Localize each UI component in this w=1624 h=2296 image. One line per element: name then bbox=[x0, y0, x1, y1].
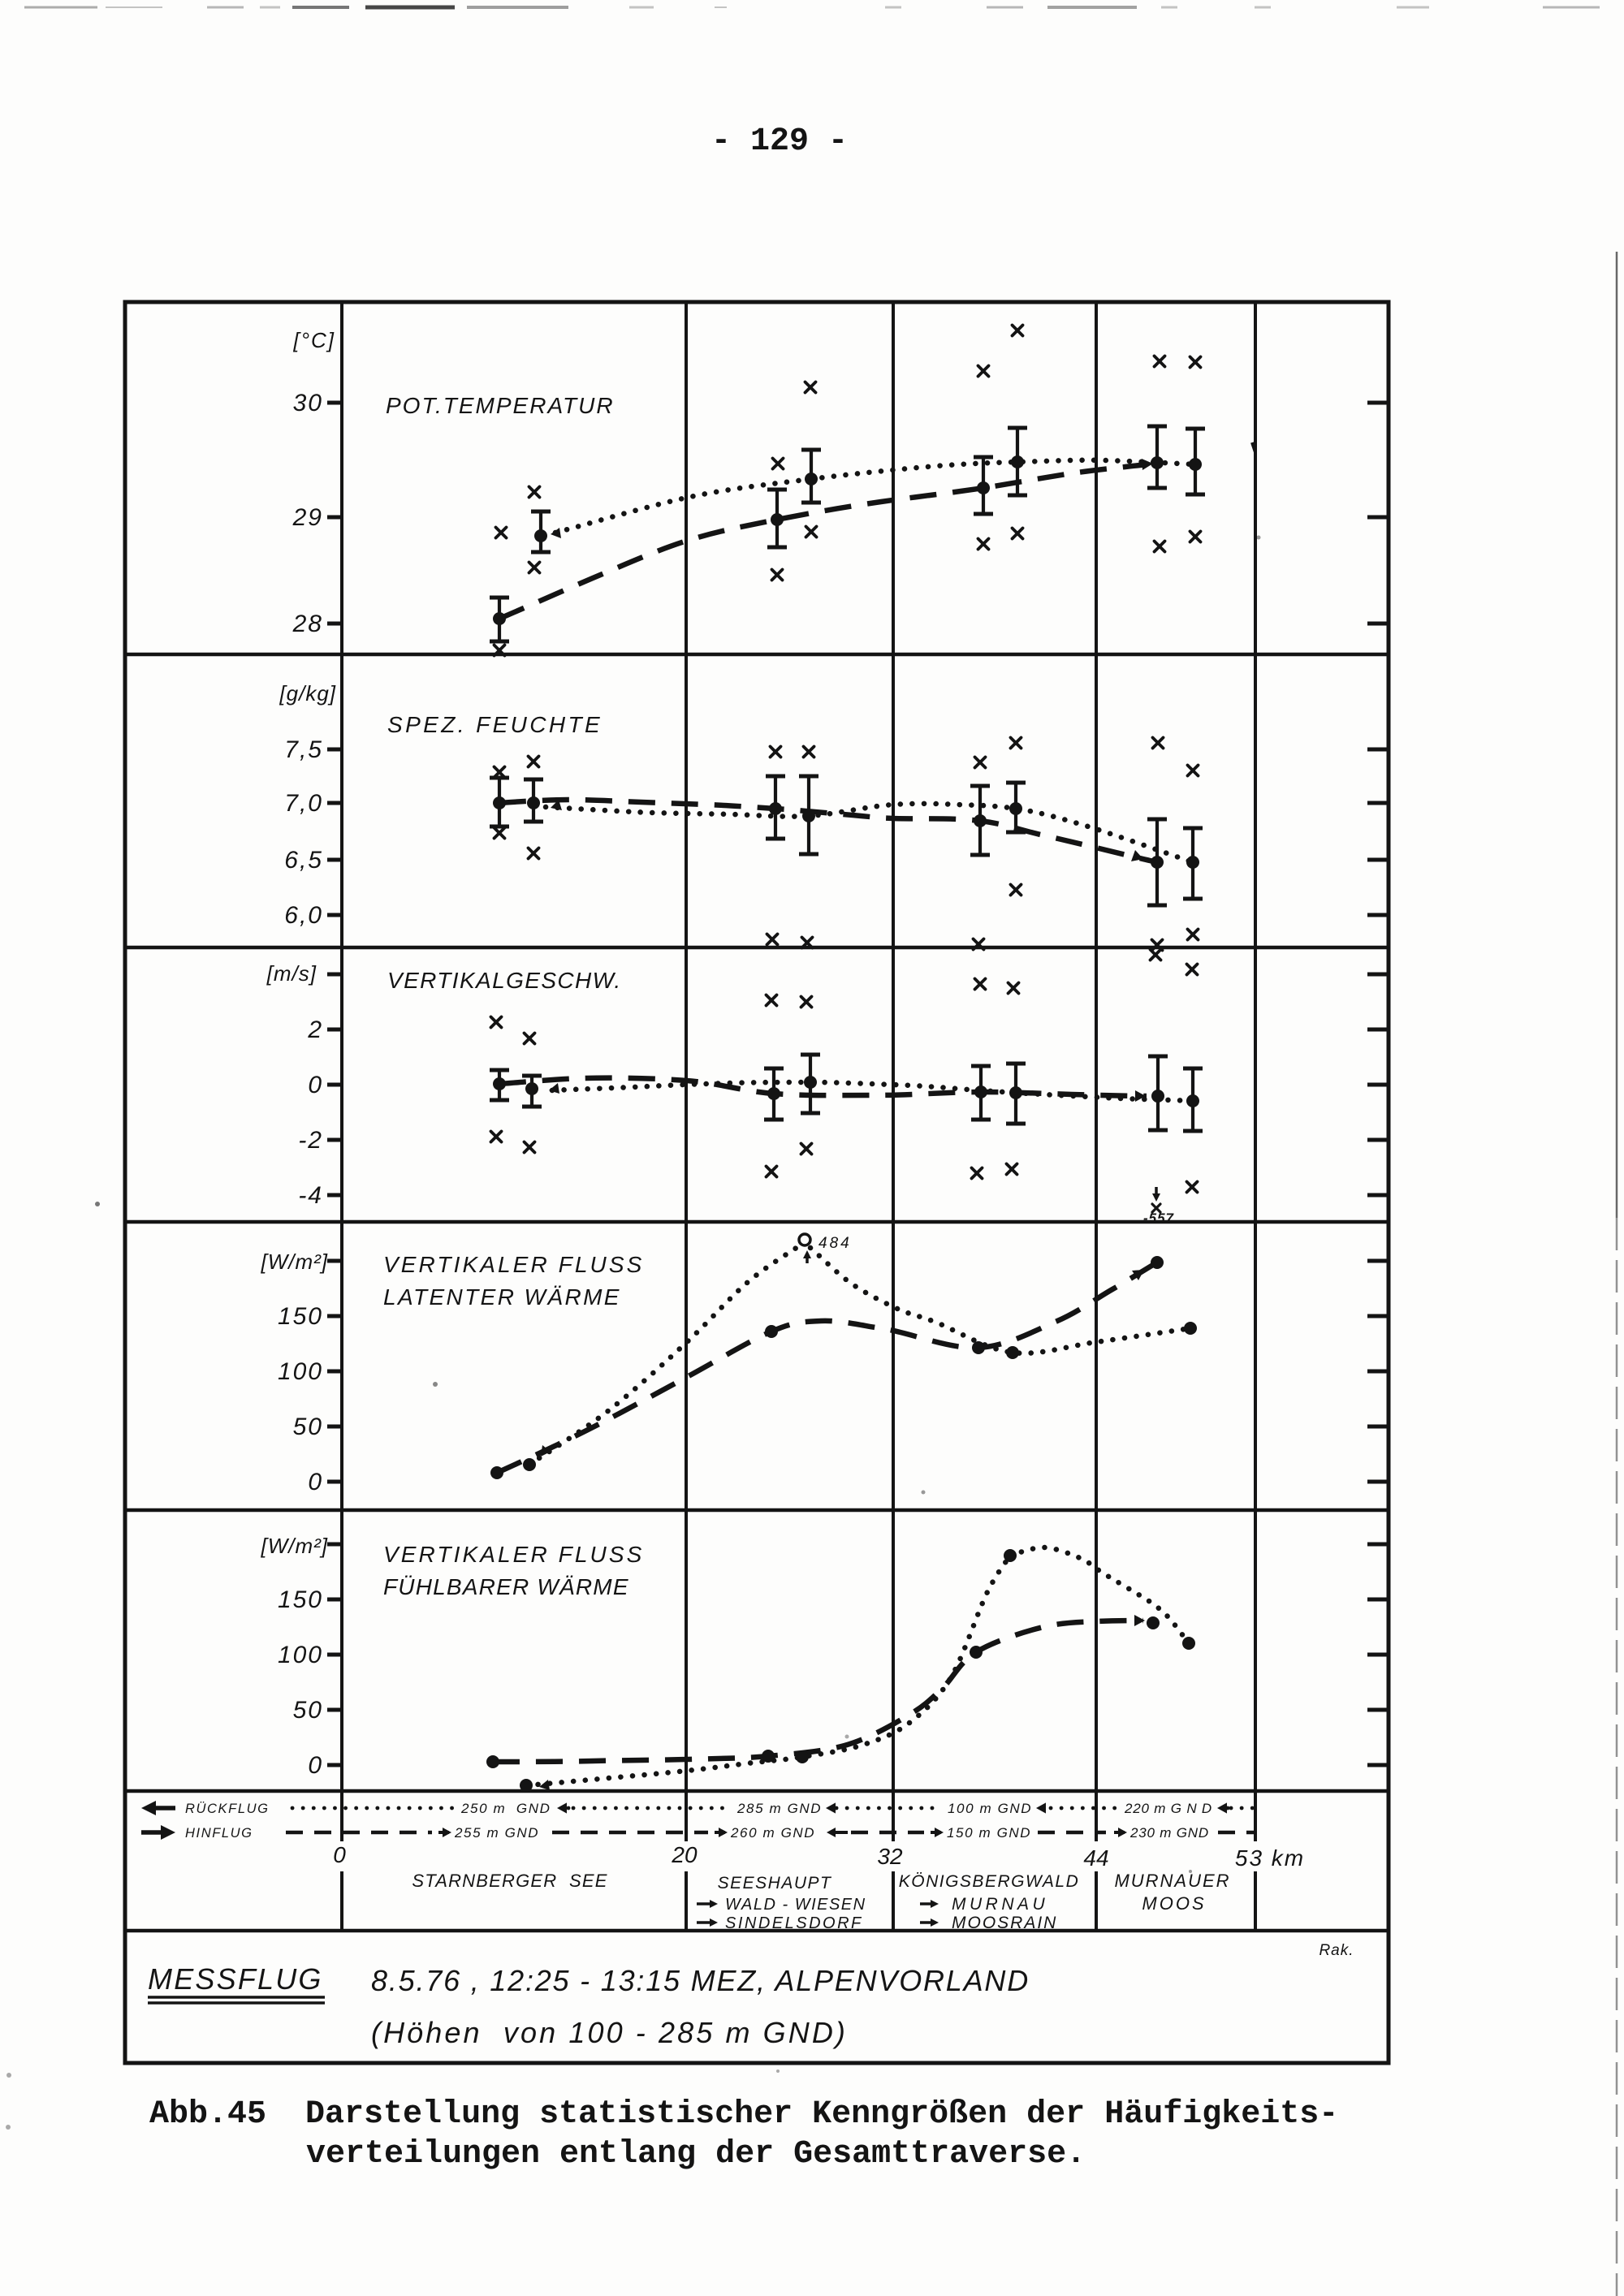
svg-text:220 m G N D: 220 m G N D bbox=[1124, 1801, 1212, 1816]
svg-text:29: 29 bbox=[292, 504, 323, 531]
svg-text:(Höhen von 100 - 285 m GND): (Höhen von 100 - 285 m GND) bbox=[371, 2016, 848, 2049]
svg-text:8.5.76 , 12:25 - 13:15 MEZ, AL: 8.5.76 , 12:25 - 13:15 MEZ, ALPENVORLAND bbox=[371, 1964, 1030, 1997]
svg-text:MOOSRAIN: MOOSRAIN bbox=[952, 1914, 1057, 1932]
svg-text:484: 484 bbox=[818, 1235, 852, 1252]
svg-text:150: 150 bbox=[278, 1586, 323, 1613]
svg-text:WALD - WIESEN: WALD - WIESEN bbox=[725, 1896, 866, 1914]
svg-text:100: 100 bbox=[278, 1642, 323, 1668]
svg-text:Abb.45 Darstellung statistisc: Abb.45 Darstellung statistischer Kenngrö… bbox=[149, 2096, 1338, 2133]
svg-text:-557: -557 bbox=[1143, 1211, 1175, 1226]
svg-text:Rak.: Rak. bbox=[1319, 1942, 1354, 1959]
svg-text:SPEZ. FEUCHTE: SPEZ. FEUCHTE bbox=[387, 712, 603, 737]
svg-text:7,5: 7,5 bbox=[284, 736, 323, 763]
svg-text:53 km: 53 km bbox=[1235, 1845, 1305, 1871]
svg-text:0: 0 bbox=[308, 1072, 323, 1098]
svg-text:HINFLUG: HINFLUG bbox=[185, 1826, 253, 1841]
svg-text:2: 2 bbox=[307, 1016, 323, 1043]
svg-text:POT.TEMPERATUR: POT.TEMPERATUR bbox=[386, 393, 615, 418]
svg-text:SINDELSDORF: SINDELSDORF bbox=[725, 1914, 863, 1932]
svg-text:SEESHAUPT: SEESHAUPT bbox=[718, 1874, 832, 1892]
svg-text:100 m GND: 100 m GND bbox=[948, 1801, 1032, 1816]
svg-text:32: 32 bbox=[877, 1844, 903, 1869]
svg-text:6,0: 6,0 bbox=[284, 902, 323, 929]
svg-text:150: 150 bbox=[278, 1303, 323, 1330]
svg-text:255 m GND: 255 m GND bbox=[454, 1825, 539, 1841]
svg-text:0: 0 bbox=[333, 1842, 346, 1867]
svg-text:FÜHLBARER WÄRME: FÜHLBARER WÄRME bbox=[383, 1574, 629, 1599]
svg-text:[W/m²]: [W/m²] bbox=[260, 1534, 328, 1558]
svg-text:28: 28 bbox=[292, 611, 323, 637]
svg-text:50: 50 bbox=[293, 1697, 323, 1724]
svg-text:LATENTER WÄRME: LATENTER WÄRME bbox=[383, 1284, 621, 1310]
svg-text:VERTIKALER FLUSS: VERTIKALER FLUSS bbox=[383, 1252, 644, 1277]
svg-text:-4: -4 bbox=[298, 1182, 323, 1209]
svg-text:MESSFLUG: MESSFLUG bbox=[148, 1962, 323, 1996]
svg-text:MURNAU: MURNAU bbox=[952, 1895, 1048, 1914]
svg-text:260 m GND: 260 m GND bbox=[730, 1825, 815, 1841]
svg-text:50: 50 bbox=[293, 1413, 323, 1440]
svg-text:150 m GND: 150 m GND bbox=[947, 1825, 1031, 1841]
svg-text:44: 44 bbox=[1083, 1845, 1108, 1871]
svg-text:7,0: 7,0 bbox=[284, 790, 323, 817]
svg-text:RÜCKFLUG: RÜCKFLUG bbox=[185, 1802, 270, 1816]
svg-text:20: 20 bbox=[671, 1842, 698, 1867]
svg-text:100: 100 bbox=[278, 1358, 323, 1385]
svg-text:STARNBERGER SEE: STARNBERGER SEE bbox=[412, 1871, 607, 1891]
svg-text:- 129 -: - 129 - bbox=[711, 123, 848, 160]
svg-text:6,5: 6,5 bbox=[284, 847, 323, 874]
svg-text:[°C]: [°C] bbox=[292, 328, 335, 352]
svg-text:230 m GND: 230 m GND bbox=[1129, 1825, 1209, 1841]
svg-text:0: 0 bbox=[308, 1752, 323, 1779]
svg-text:[m/s]: [m/s] bbox=[266, 961, 317, 986]
svg-text:VERTIKALER FLUSS: VERTIKALER FLUSS bbox=[383, 1542, 644, 1567]
svg-text:verteilungen entlang der Gesam: verteilungen entlang der Gesamttraverse. bbox=[306, 2136, 1086, 2173]
svg-text:MOOS: MOOS bbox=[1142, 1893, 1206, 1914]
svg-text:30: 30 bbox=[293, 390, 323, 416]
svg-text:KÖNIGSBERGWALD: KÖNIGSBERGWALD bbox=[899, 1872, 1080, 1891]
svg-text:0: 0 bbox=[308, 1469, 323, 1495]
svg-text:-2: -2 bbox=[298, 1127, 323, 1154]
svg-text:285 m GND: 285 m GND bbox=[736, 1801, 822, 1816]
svg-text:MURNAUER: MURNAUER bbox=[1114, 1871, 1230, 1891]
svg-text:250 m GND: 250 m GND bbox=[460, 1801, 551, 1816]
svg-text:[W/m²]: [W/m²] bbox=[260, 1249, 328, 1274]
svg-text:[g/kg]: [g/kg] bbox=[279, 681, 336, 706]
svg-text:VERTIKALGESCHW.: VERTIKALGESCHW. bbox=[387, 968, 622, 993]
